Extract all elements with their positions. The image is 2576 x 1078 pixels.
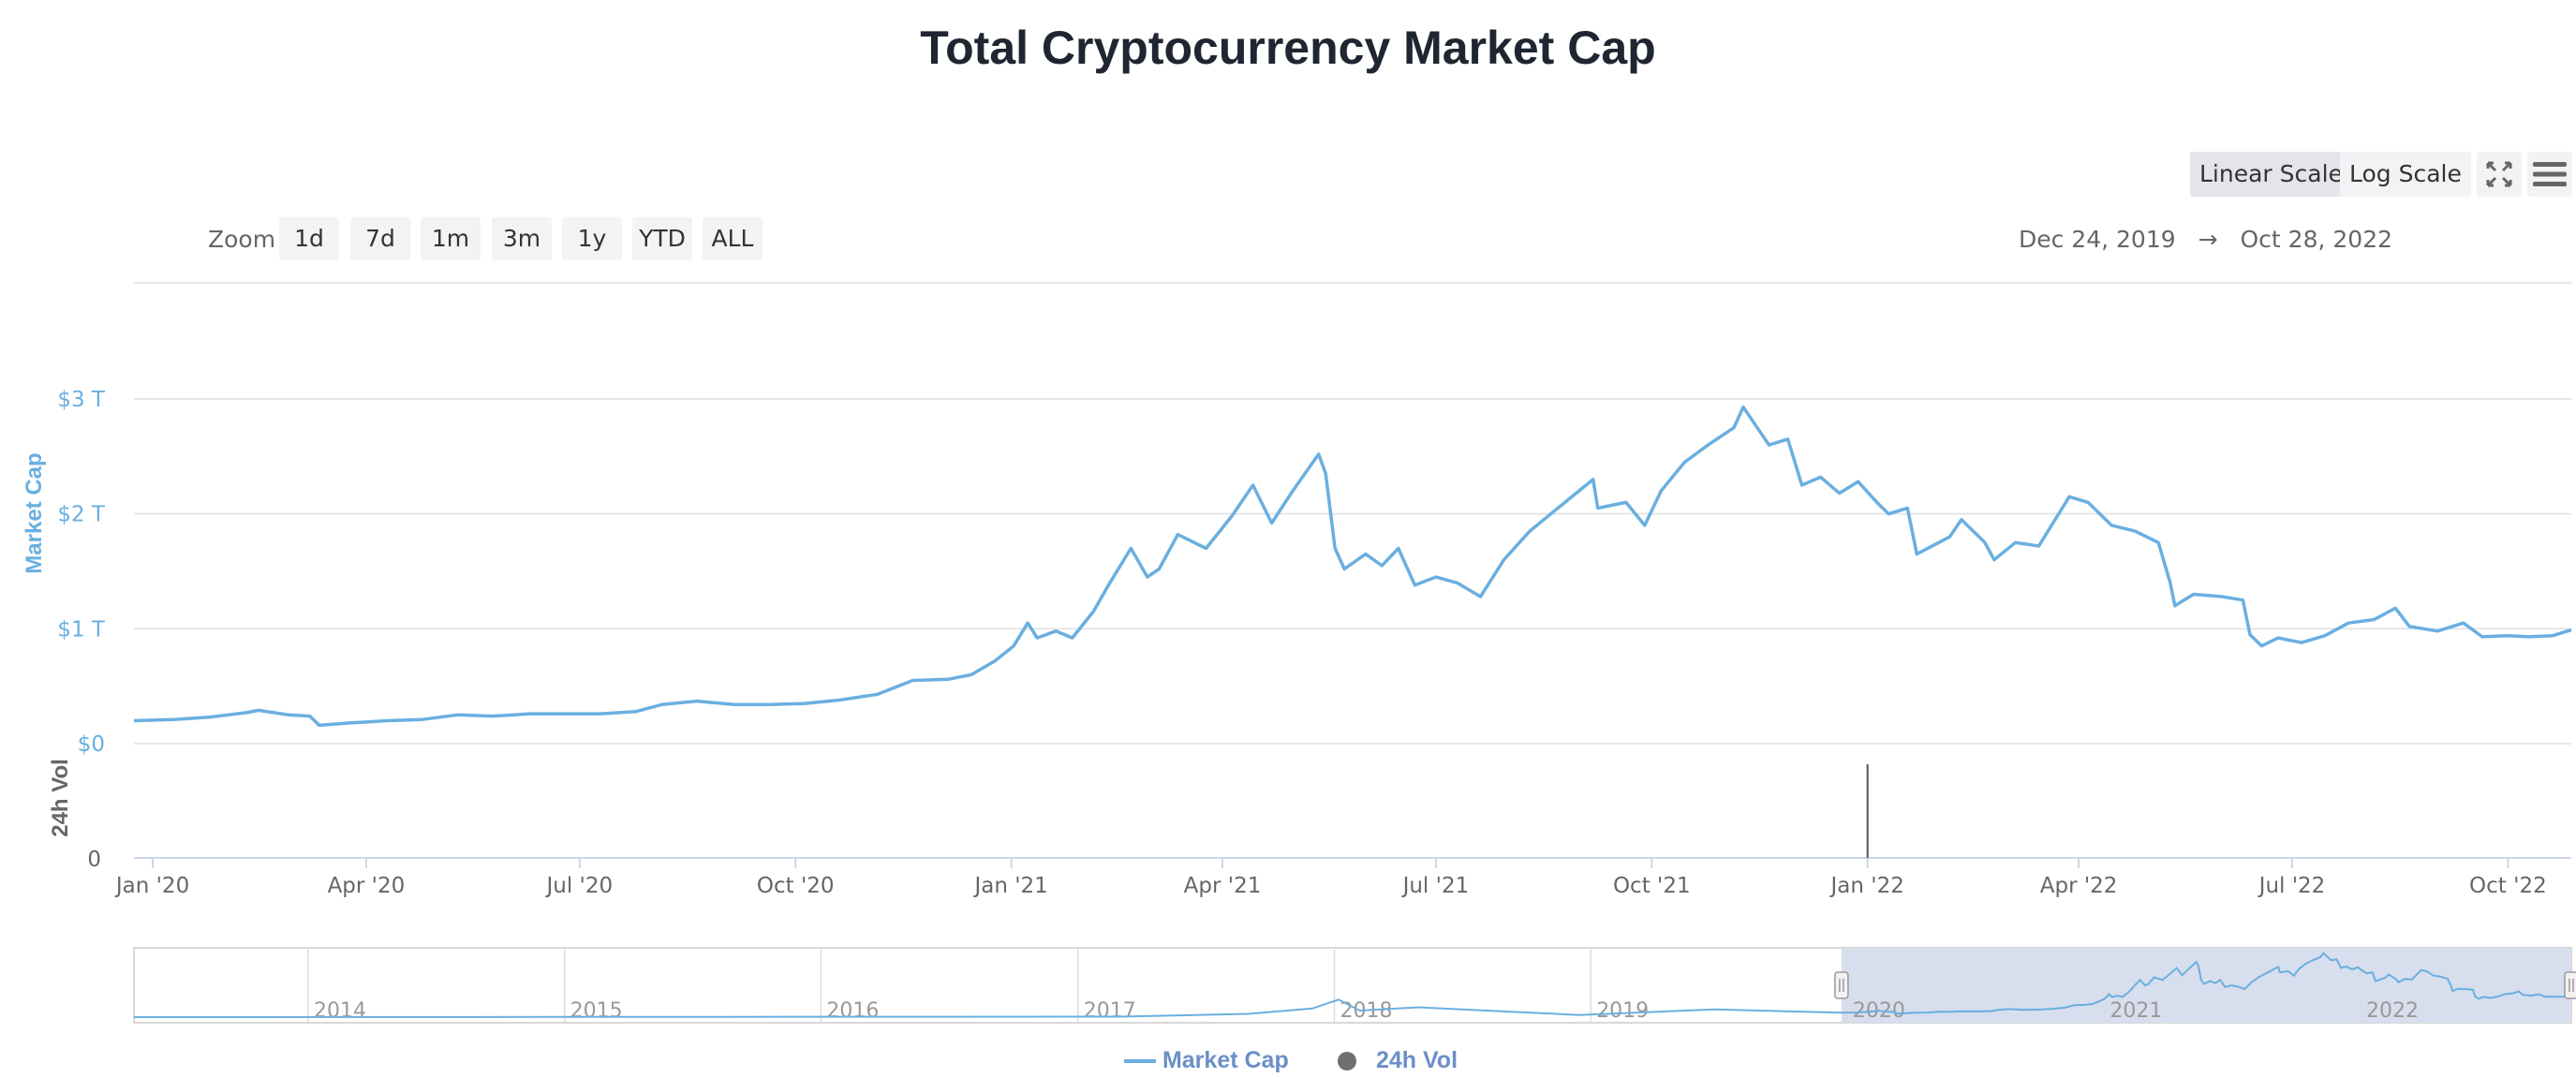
x-tick-label: Jul '20 — [544, 874, 613, 898]
legend-label-24h-vol: 24h Vol — [1375, 1047, 1458, 1073]
x-tick-label: Oct '20 — [757, 874, 835, 898]
y-axis-ticks: $0 $1 T $2 T $3 T — [57, 388, 106, 757]
legend-line-symbol — [1124, 1059, 1156, 1064]
market-cap-series-line — [133, 405, 2572, 728]
navigator-year-label: 2017 — [1084, 999, 1136, 1023]
zoom-1y-button[interactable]: 1y — [562, 217, 622, 260]
volume-zero-tick: 0 — [87, 848, 101, 872]
zoom-ytd-button[interactable]: YTD — [632, 217, 692, 260]
navigator-year-label: 2019 — [1596, 999, 1649, 1023]
legend-circle-symbol — [1338, 1052, 1356, 1071]
hamburger-menu-icon — [2533, 162, 2567, 186]
chart-title: Total Cryptocurrency Market Cap — [920, 22, 1656, 74]
x-tick-label: Jan '20 — [114, 874, 189, 898]
x-axis-ticks: Jan '20 Apr '20 Jul '20 Oct '20 Jan '21 Apr '… — [114, 858, 2547, 898]
x-tick-label: Jan '21 — [972, 874, 1047, 898]
navigator-year-label: 2014 — [314, 999, 366, 1023]
y-tick-label: $3 T — [57, 388, 106, 412]
zoom-7d-button[interactable]: 7d — [350, 217, 410, 260]
x-tick-label: Jul '21 — [1401, 874, 1470, 898]
y-tick-label: $1 T — [57, 617, 106, 642]
date-range: Dec 24, 2019 → Oct 28, 2022 — [2011, 219, 2400, 260]
zoom-1m-button[interactable]: 1m — [421, 217, 481, 260]
legend-label-market-cap: Market Cap — [1162, 1047, 1289, 1073]
x-tick-label: Jan '22 — [1829, 874, 1904, 898]
legend-item-24h-vol[interactable]: 24h Vol — [1336, 1043, 1458, 1077]
zoom-3m-button[interactable]: 3m — [492, 217, 552, 260]
legend-item-market-cap[interactable]: Market Cap — [1124, 1043, 1289, 1077]
navigator-handle-right[interactable] — [2564, 971, 2576, 999]
menu-button[interactable] — [2527, 152, 2572, 197]
navigator-year-label: 2022 — [2366, 999, 2419, 1023]
x-tick-label: Oct '22 — [2469, 874, 2547, 898]
x-tick-label: Jul '22 — [2258, 874, 2326, 898]
log-scale-button[interactable]: Log Scale — [2340, 152, 2471, 197]
gridlines — [134, 398, 2571, 745]
navigator-year-label: 2016 — [826, 999, 879, 1023]
date-range-arrow: → — [2198, 226, 2218, 253]
zoom-label: Zoom — [208, 226, 276, 253]
zoom-all-button[interactable]: ALL — [703, 217, 762, 260]
navigator[interactable]: 2014 2015 2016 2017 2018 2019 2020 2021 2022 — [133, 947, 2576, 1024]
y-tick-label: $2 T — [57, 503, 106, 527]
x-tick-label: Apr '21 — [1184, 874, 1262, 898]
zoom-1d-button[interactable]: 1d — [279, 217, 339, 260]
y-tick-label: $0 — [78, 732, 105, 757]
linear-scale-button[interactable]: Linear Scale — [2190, 152, 2352, 197]
x-tick-label: Oct '21 — [1613, 874, 1691, 898]
fullscreen-button[interactable] — [2477, 152, 2522, 197]
date-range-from[interactable]: Dec 24, 2019 — [2018, 226, 2176, 253]
navigator-handle-left[interactable] — [1834, 971, 1849, 999]
date-range-to[interactable]: Oct 28, 2022 — [2240, 226, 2393, 253]
x-tick-label: Apr '22 — [2040, 874, 2118, 898]
y-axis-label-market-cap: Market Cap — [22, 452, 47, 573]
y-axis-label-volume: 24h Vol — [48, 759, 73, 837]
navigator-year-label: 2021 — [2110, 999, 2162, 1023]
navigator-series-line — [133, 952, 2572, 1018]
x-tick-label: Apr '20 — [328, 874, 406, 898]
fullscreen-icon — [2486, 161, 2512, 187]
navigator-year-label: 2015 — [570, 999, 623, 1023]
